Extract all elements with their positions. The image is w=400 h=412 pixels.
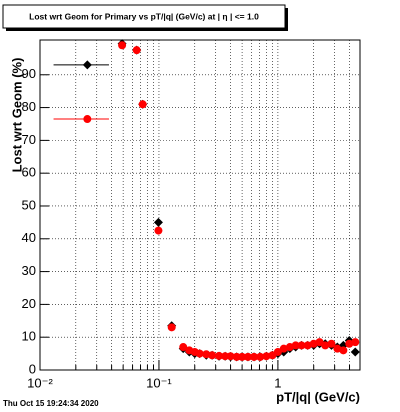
marker <box>262 352 271 361</box>
y-tick-label: 50 <box>22 197 36 212</box>
marker <box>195 349 204 358</box>
y-tick-label: 70 <box>22 132 36 147</box>
marker <box>154 226 163 235</box>
marker <box>350 347 360 357</box>
x-tick-label: 10⁻² <box>27 375 53 390</box>
marker <box>351 338 360 347</box>
marker <box>208 351 217 360</box>
marker <box>132 46 141 55</box>
y-tick-label: 20 <box>22 296 36 311</box>
marker <box>82 60 92 70</box>
marker <box>333 344 342 353</box>
y-tick-label: 40 <box>22 230 36 245</box>
marker <box>297 341 306 350</box>
marker <box>327 339 336 348</box>
marker <box>256 352 265 361</box>
marker <box>118 41 127 50</box>
x-axis-label: pT/|q| (GeV/c) <box>276 389 360 404</box>
marker <box>215 351 224 360</box>
y-tick-label: 60 <box>22 165 36 180</box>
x-tick-label: 10⁻¹ <box>146 375 172 390</box>
marker <box>339 346 348 355</box>
plot-frame <box>39 39 361 371</box>
y-tick-label: 80 <box>22 99 36 114</box>
marker <box>321 341 330 350</box>
y-tick-label: 90 <box>22 66 36 81</box>
marker <box>243 352 252 361</box>
x-tick-label: 1 <box>274 375 281 390</box>
marker <box>291 341 300 350</box>
y-tick-label: 10 <box>22 329 36 344</box>
timestamp: Thu Oct 15 19:24:34 2020 <box>3 399 99 408</box>
marker <box>167 323 176 332</box>
marker <box>138 100 147 109</box>
marker <box>153 217 163 227</box>
marker <box>273 347 282 356</box>
chart-title: Lost wrt Geom for Primary vs pT/|q| (GeV… <box>29 11 259 21</box>
marker <box>83 115 92 124</box>
y-tick-label: 30 <box>22 263 36 278</box>
marker <box>303 341 312 350</box>
marker <box>238 352 247 361</box>
y-tick-label: 0 <box>29 361 36 376</box>
title-box <box>2 4 286 29</box>
y-axis-label: Lost wrt Geom (%) <box>9 58 24 173</box>
marker <box>250 352 259 361</box>
marker <box>226 352 235 361</box>
marker <box>345 339 354 348</box>
marker <box>279 344 288 353</box>
marker <box>179 343 188 352</box>
